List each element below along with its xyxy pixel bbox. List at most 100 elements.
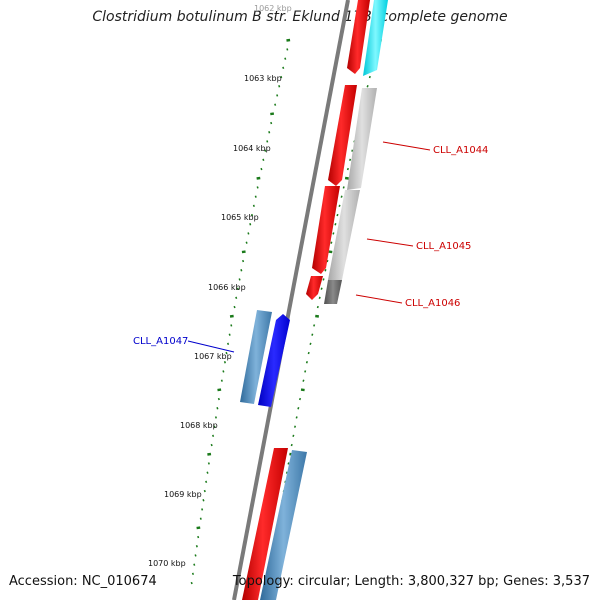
gene-reverse-blue[interactable]: [258, 314, 290, 407]
tick-mark: [203, 489, 206, 493]
tick-mark: [344, 176, 349, 180]
tick-mark: [197, 535, 200, 539]
tick-mark: [368, 75, 371, 79]
gene-steel[interactable]: [260, 450, 307, 600]
tick-mark: [250, 213, 254, 217]
tick-mark: [247, 232, 250, 235]
tick-mark: [311, 333, 314, 336]
tick-mark: [229, 314, 234, 318]
genome-backbone: [232, 0, 350, 600]
tick-label: 1065 kbp: [221, 213, 259, 222]
tick-mark: [190, 581, 193, 585]
tick-label: 1064 kbp: [233, 144, 271, 153]
tick-mark: [191, 572, 195, 576]
tick-mark: [249, 223, 252, 226]
tick-label: 1062 kbp: [254, 4, 292, 13]
tick-label: 1063 kbp: [244, 74, 282, 83]
tick-mark: [212, 434, 215, 438]
tick-mark: [252, 204, 255, 208]
tick-mark: [287, 462, 290, 465]
gene-forward-red[interactable]: [312, 186, 340, 274]
tick-mark: [282, 66, 285, 70]
tick-mark: [295, 416, 298, 419]
gene-steel[interactable]: [240, 310, 272, 404]
gene-label-cll-a1044[interactable]: CLL_A1044: [433, 145, 488, 156]
gene-forward-red[interactable]: [242, 448, 288, 600]
gene-label-cll-a1045[interactable]: CLL_A1045: [416, 241, 471, 252]
tick-mark: [284, 57, 287, 60]
tick-mark: [270, 112, 275, 116]
tick-mark: [256, 186, 259, 189]
tick-mark: [266, 140, 269, 143]
tick-mark: [202, 499, 205, 502]
gene-forward-red[interactable]: [328, 85, 357, 186]
gene-callout-line: [366, 238, 414, 247]
tick-mark: [260, 167, 263, 171]
tick-mark: [336, 213, 339, 217]
gene-cyan[interactable]: [363, 0, 388, 76]
tick-mark: [225, 351, 228, 355]
tick-mark: [254, 195, 257, 198]
tick-mark: [342, 186, 345, 189]
tick-mark: [315, 314, 320, 318]
tick-mark: [217, 388, 222, 392]
tick-mark: [268, 131, 271, 134]
tick-mark: [214, 416, 217, 419]
gene-dark-grey[interactable]: [324, 280, 342, 304]
gene-label-cll-a1046[interactable]: CLL_A1046: [405, 298, 460, 309]
tick-mark: [334, 223, 337, 226]
tick-mark: [318, 296, 321, 300]
tick-mark: [205, 480, 208, 484]
tick-mark: [233, 305, 236, 309]
tick-label: 1070 kbp: [148, 559, 186, 568]
tick-mark: [240, 269, 243, 272]
tick-mark: [313, 324, 316, 327]
tick-mark: [217, 397, 220, 401]
tick-mark: [193, 563, 196, 566]
gene-forward-red[interactable]: [347, 0, 370, 74]
tick-mark: [298, 397, 302, 401]
gene-forward-red[interactable]: [306, 276, 323, 300]
tick-mark: [292, 434, 295, 438]
tick-mark: [206, 471, 209, 474]
tick-mark: [330, 241, 333, 244]
tick-mark: [293, 425, 297, 428]
tick-mark: [351, 149, 354, 152]
tick-mark: [241, 250, 246, 254]
tick-mark: [213, 425, 216, 428]
tick-mark: [210, 443, 213, 447]
tick-mark: [324, 269, 327, 272]
tick-mark: [338, 204, 341, 208]
tick-mark: [332, 232, 335, 235]
tick-mark: [270, 121, 273, 125]
tick-mark: [222, 370, 225, 373]
tick-mark: [223, 361, 226, 364]
tick-mark: [245, 241, 248, 244]
tick-mark: [194, 554, 197, 557]
tick-mark: [307, 351, 310, 355]
tick-mark: [309, 342, 312, 346]
tick-mark: [242, 259, 245, 263]
tick-mark: [256, 176, 261, 180]
gene-callout-line: [187, 340, 235, 353]
tick-mark: [366, 85, 369, 88]
gene-grey[interactable]: [347, 88, 377, 190]
tick-mark: [201, 508, 204, 511]
tick-mark: [235, 296, 238, 300]
tick-mark: [328, 250, 333, 254]
tick-mark: [236, 287, 239, 290]
topology-label: Topology: circular; Length: 3,800,327 bp…: [232, 574, 590, 589]
tick-mark: [340, 195, 343, 198]
tick-mark: [290, 443, 293, 447]
tick-mark: [220, 379, 223, 382]
gene-grey[interactable]: [328, 190, 360, 280]
tick-mark: [230, 324, 233, 327]
tick-mark: [302, 379, 305, 382]
tick-mark: [305, 361, 308, 364]
gene-label-cll-a1047[interactable]: CLL_A1047: [133, 336, 188, 347]
gene-callout-line: [355, 294, 403, 304]
tick-mark: [276, 94, 279, 97]
tick-mark: [304, 370, 307, 373]
tick-mark: [238, 278, 241, 281]
